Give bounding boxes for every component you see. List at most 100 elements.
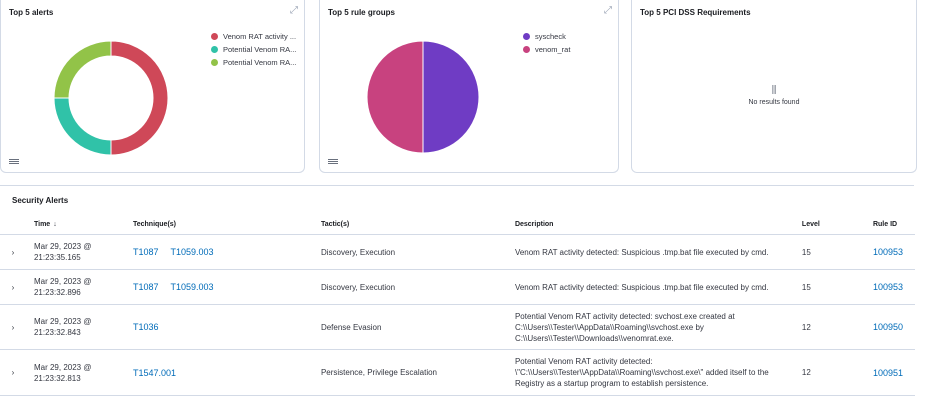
technique-link[interactable]: T1087 (132, 247, 159, 257)
table-row: › Mar 29, 2023 @ 21:23:35.165 T1087 T1059.… (0, 234, 915, 270)
table-header-row: Time ↓ Technique(s) Tactic(s) Description… (0, 214, 915, 235)
header-label: Time (33, 220, 51, 228)
panel-title: Top 5 PCI DSS Requirements (640, 8, 751, 17)
legend-label: syscheck (535, 32, 566, 41)
legend-label: venom_rat (535, 45, 571, 54)
tactic-cell: Discovery, Execution (320, 269, 515, 305)
rule-groups-pie-chart (366, 40, 480, 154)
legend-swatch (211, 33, 218, 40)
pie-slice[interactable] (422, 40, 480, 154)
time-date: Mar 29, 2023 @ (33, 277, 92, 286)
time-cell: Mar 29, 2023 @ 21:23:32.843 (25, 304, 128, 350)
table-row: › Mar 29, 2023 @21:23:32.813 T1547.001 P… (0, 349, 915, 396)
rule-id-link[interactable]: 100951 (872, 367, 903, 378)
technique-link[interactable]: T1059.003 (170, 282, 214, 292)
chart-icon: ⫼ (771, 85, 777, 96)
technique-cell: T1087 T1059.003 (127, 234, 321, 270)
time-date: Mar 29, 2023 @ (33, 242, 92, 251)
legend-toggle-icon[interactable] (9, 158, 19, 166)
legend-label: Venom RAT activity ... (223, 32, 297, 41)
top-pci-dss-panel: Top 5 PCI DSS Requirements ⫼ No results … (631, 0, 917, 173)
description-cell: Potential Venom RAT activity detected: s… (514, 304, 802, 350)
legend-toggle-icon[interactable] (328, 158, 338, 166)
legend-label: Potential Venom RA... (223, 58, 297, 67)
technique-cell: T1036 (127, 304, 321, 350)
level-cell: 12 (801, 304, 873, 350)
table-row: › Mar 29, 2023 @ 21:23:32.896 T1087 T1059.… (0, 269, 915, 305)
time-date: Mar 29, 2023 @ (33, 317, 92, 326)
legend-item[interactable]: Potential Venom RA... (211, 56, 296, 69)
table-row: › Mar 29, 2023 @ 21:23:32.843 T1036 Defen… (0, 304, 915, 350)
level-cell: 12 (801, 349, 873, 396)
tactic-cell: Persistence, Privilege Escalation (320, 349, 515, 396)
header-label: Rule ID (872, 220, 898, 228)
header-label: Technique(s) (132, 220, 177, 228)
time-cell: Mar 29, 2023 @ 21:23:32.896 (25, 269, 128, 305)
security-alerts-table: Time ↓ Technique(s) Tactic(s) Description… (0, 214, 915, 396)
chevron-right-icon[interactable]: › (0, 234, 26, 270)
chevron-right-icon[interactable]: › (0, 269, 26, 305)
technique-link[interactable]: T1547.001 (132, 367, 177, 378)
time-clock: 21:23:32.843 (33, 328, 81, 337)
technique-link[interactable]: T1087 (132, 282, 159, 292)
top-rule-groups-panel: Top 5 rule groups ⤢ syscheck venom_rat (319, 0, 619, 173)
rule-id-cell: 100953 (872, 234, 915, 270)
technique-column-header[interactable]: Technique(s) (127, 214, 321, 235)
time-column-header[interactable]: Time ↓ (25, 214, 128, 235)
level-cell: 15 (801, 269, 873, 305)
arrow-down-icon: ↓ (53, 220, 57, 228)
technique-link[interactable]: T1036 (132, 322, 159, 332)
panel-title: Top 5 alerts (9, 8, 54, 17)
technique-link[interactable]: T1059.003 (170, 247, 214, 257)
alerts-donut-chart (53, 40, 169, 156)
section-title: Security Alerts (12, 196, 69, 205)
legend-item[interactable]: Potential Venom RA... (211, 43, 296, 56)
level-cell: 15 (801, 234, 873, 270)
rule-groups-legend: syscheck venom_rat (523, 30, 570, 56)
chevron-right-icon[interactable]: › (0, 304, 26, 350)
level-column-header[interactable]: Level (801, 214, 873, 235)
top-alerts-panel: Top 5 alerts ⤢ Venom RAT activity ... Po… (0, 0, 305, 173)
tactic-cell: Discovery, Execution (320, 234, 515, 270)
header-label: Tactic(s) (320, 220, 350, 228)
chevron-right-icon[interactable]: › (0, 349, 26, 396)
rule-id-cell: 100953 (872, 269, 915, 305)
panel-title: Top 5 rule groups (328, 8, 395, 17)
pie-slice[interactable] (53, 97, 112, 156)
rule-id-link[interactable]: 100953 (872, 247, 903, 257)
description-cell: Potential Venom RAT activity detected: \… (514, 349, 802, 396)
legend-item[interactable]: Venom RAT activity ... (211, 30, 296, 43)
rule-id-column-header[interactable]: Rule ID (872, 214, 915, 235)
pie-slice[interactable] (110, 40, 169, 156)
rule-id-cell: 100951 (872, 349, 915, 396)
pie-slice[interactable] (53, 40, 112, 99)
legend-item[interactable]: venom_rat (523, 43, 570, 56)
technique-cell: T1087 T1059.003 (127, 269, 321, 305)
technique-cell: T1547.001 (127, 349, 321, 396)
header-label: Description (514, 220, 554, 228)
time-cell: Mar 29, 2023 @21:23:32.813 (25, 349, 128, 396)
time-cell: Mar 29, 2023 @ 21:23:35.165 (25, 234, 128, 270)
rule-id-link[interactable]: 100950 (872, 322, 903, 332)
empty-state: ⫼ No results found (632, 85, 916, 106)
tactic-cell: Defense Evasion (320, 304, 515, 350)
expand-column-header (0, 214, 26, 235)
legend-item[interactable]: syscheck (523, 30, 570, 43)
pie-slice[interactable] (366, 40, 424, 154)
legend-swatch (523, 46, 530, 53)
header-label: Level (801, 220, 820, 228)
tactic-column-header[interactable]: Tactic(s) (320, 214, 515, 235)
legend-swatch (523, 33, 530, 40)
legend-label: Potential Venom RA... (223, 45, 297, 54)
expand-icon[interactable]: ⤢ (290, 5, 298, 16)
alerts-legend: Venom RAT activity ... Potential Venom R… (211, 30, 296, 69)
expand-icon[interactable]: ⤢ (604, 5, 612, 16)
section-divider (0, 185, 914, 186)
time-clock: 21:23:35.165 (33, 253, 81, 262)
rule-id-link[interactable]: 100953 (872, 282, 903, 292)
rule-id-cell: 100950 (872, 304, 915, 350)
description-cell: Venom RAT activity detected: Suspicious … (514, 269, 802, 305)
time-clock: 21:23:32.896 (33, 288, 81, 297)
legend-swatch (211, 46, 218, 53)
description-column-header[interactable]: Description (514, 214, 802, 235)
